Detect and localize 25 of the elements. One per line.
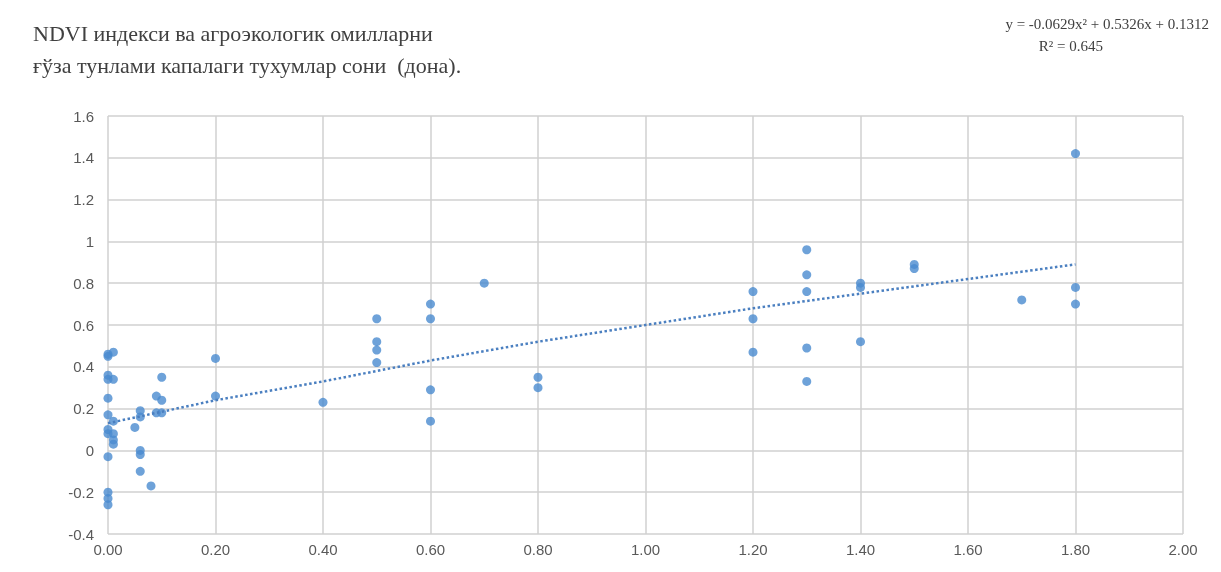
y-tick-label: -0.2 <box>68 483 94 501</box>
y-tick-label: 1.6 <box>73 107 94 125</box>
y-tick-label: 0.8 <box>73 274 94 292</box>
y-tick-label: -0.4 <box>68 525 94 543</box>
x-tick-label: 0.00 <box>93 541 123 558</box>
text: R² = 0.645 <box>1038 37 1104 54</box>
x-tick-label: 1.40 <box>845 541 876 558</box>
y-tick-label: 0 <box>85 441 94 459</box>
y-tick-label: 1.2 <box>73 191 94 209</box>
chart-title: NDVI индекси ва агроэкологик омилларни ғўза тунлами капалаги тухумлар сони (дона). <box>33 20 462 78</box>
x-tick-label: 0.40 <box>308 541 338 558</box>
y-tick-label: 1.4 <box>73 149 94 167</box>
y-tick-label: 0.4 <box>73 358 94 376</box>
x-tick-label: 1.20 <box>738 541 768 558</box>
x-tick-label: 0.80 <box>523 541 553 558</box>
y-tick-label: 0.6 <box>73 316 94 334</box>
x-tick-label: 1.80 <box>1060 541 1091 558</box>
x-tick-label: 0.20 <box>200 541 231 558</box>
x-tick-label: 1.60 <box>953 541 983 558</box>
x-tick-label: 0.60 <box>415 541 446 558</box>
y-tick-label: 1 <box>85 232 94 250</box>
text: y = -0.0629x² + 0.5326x + 0.1312 <box>1005 15 1209 32</box>
y-tick-label: 0.2 <box>73 400 94 418</box>
x-tick-label: 1.00 <box>630 541 661 558</box>
x-tick-label: 2.00 <box>1168 541 1198 558</box>
